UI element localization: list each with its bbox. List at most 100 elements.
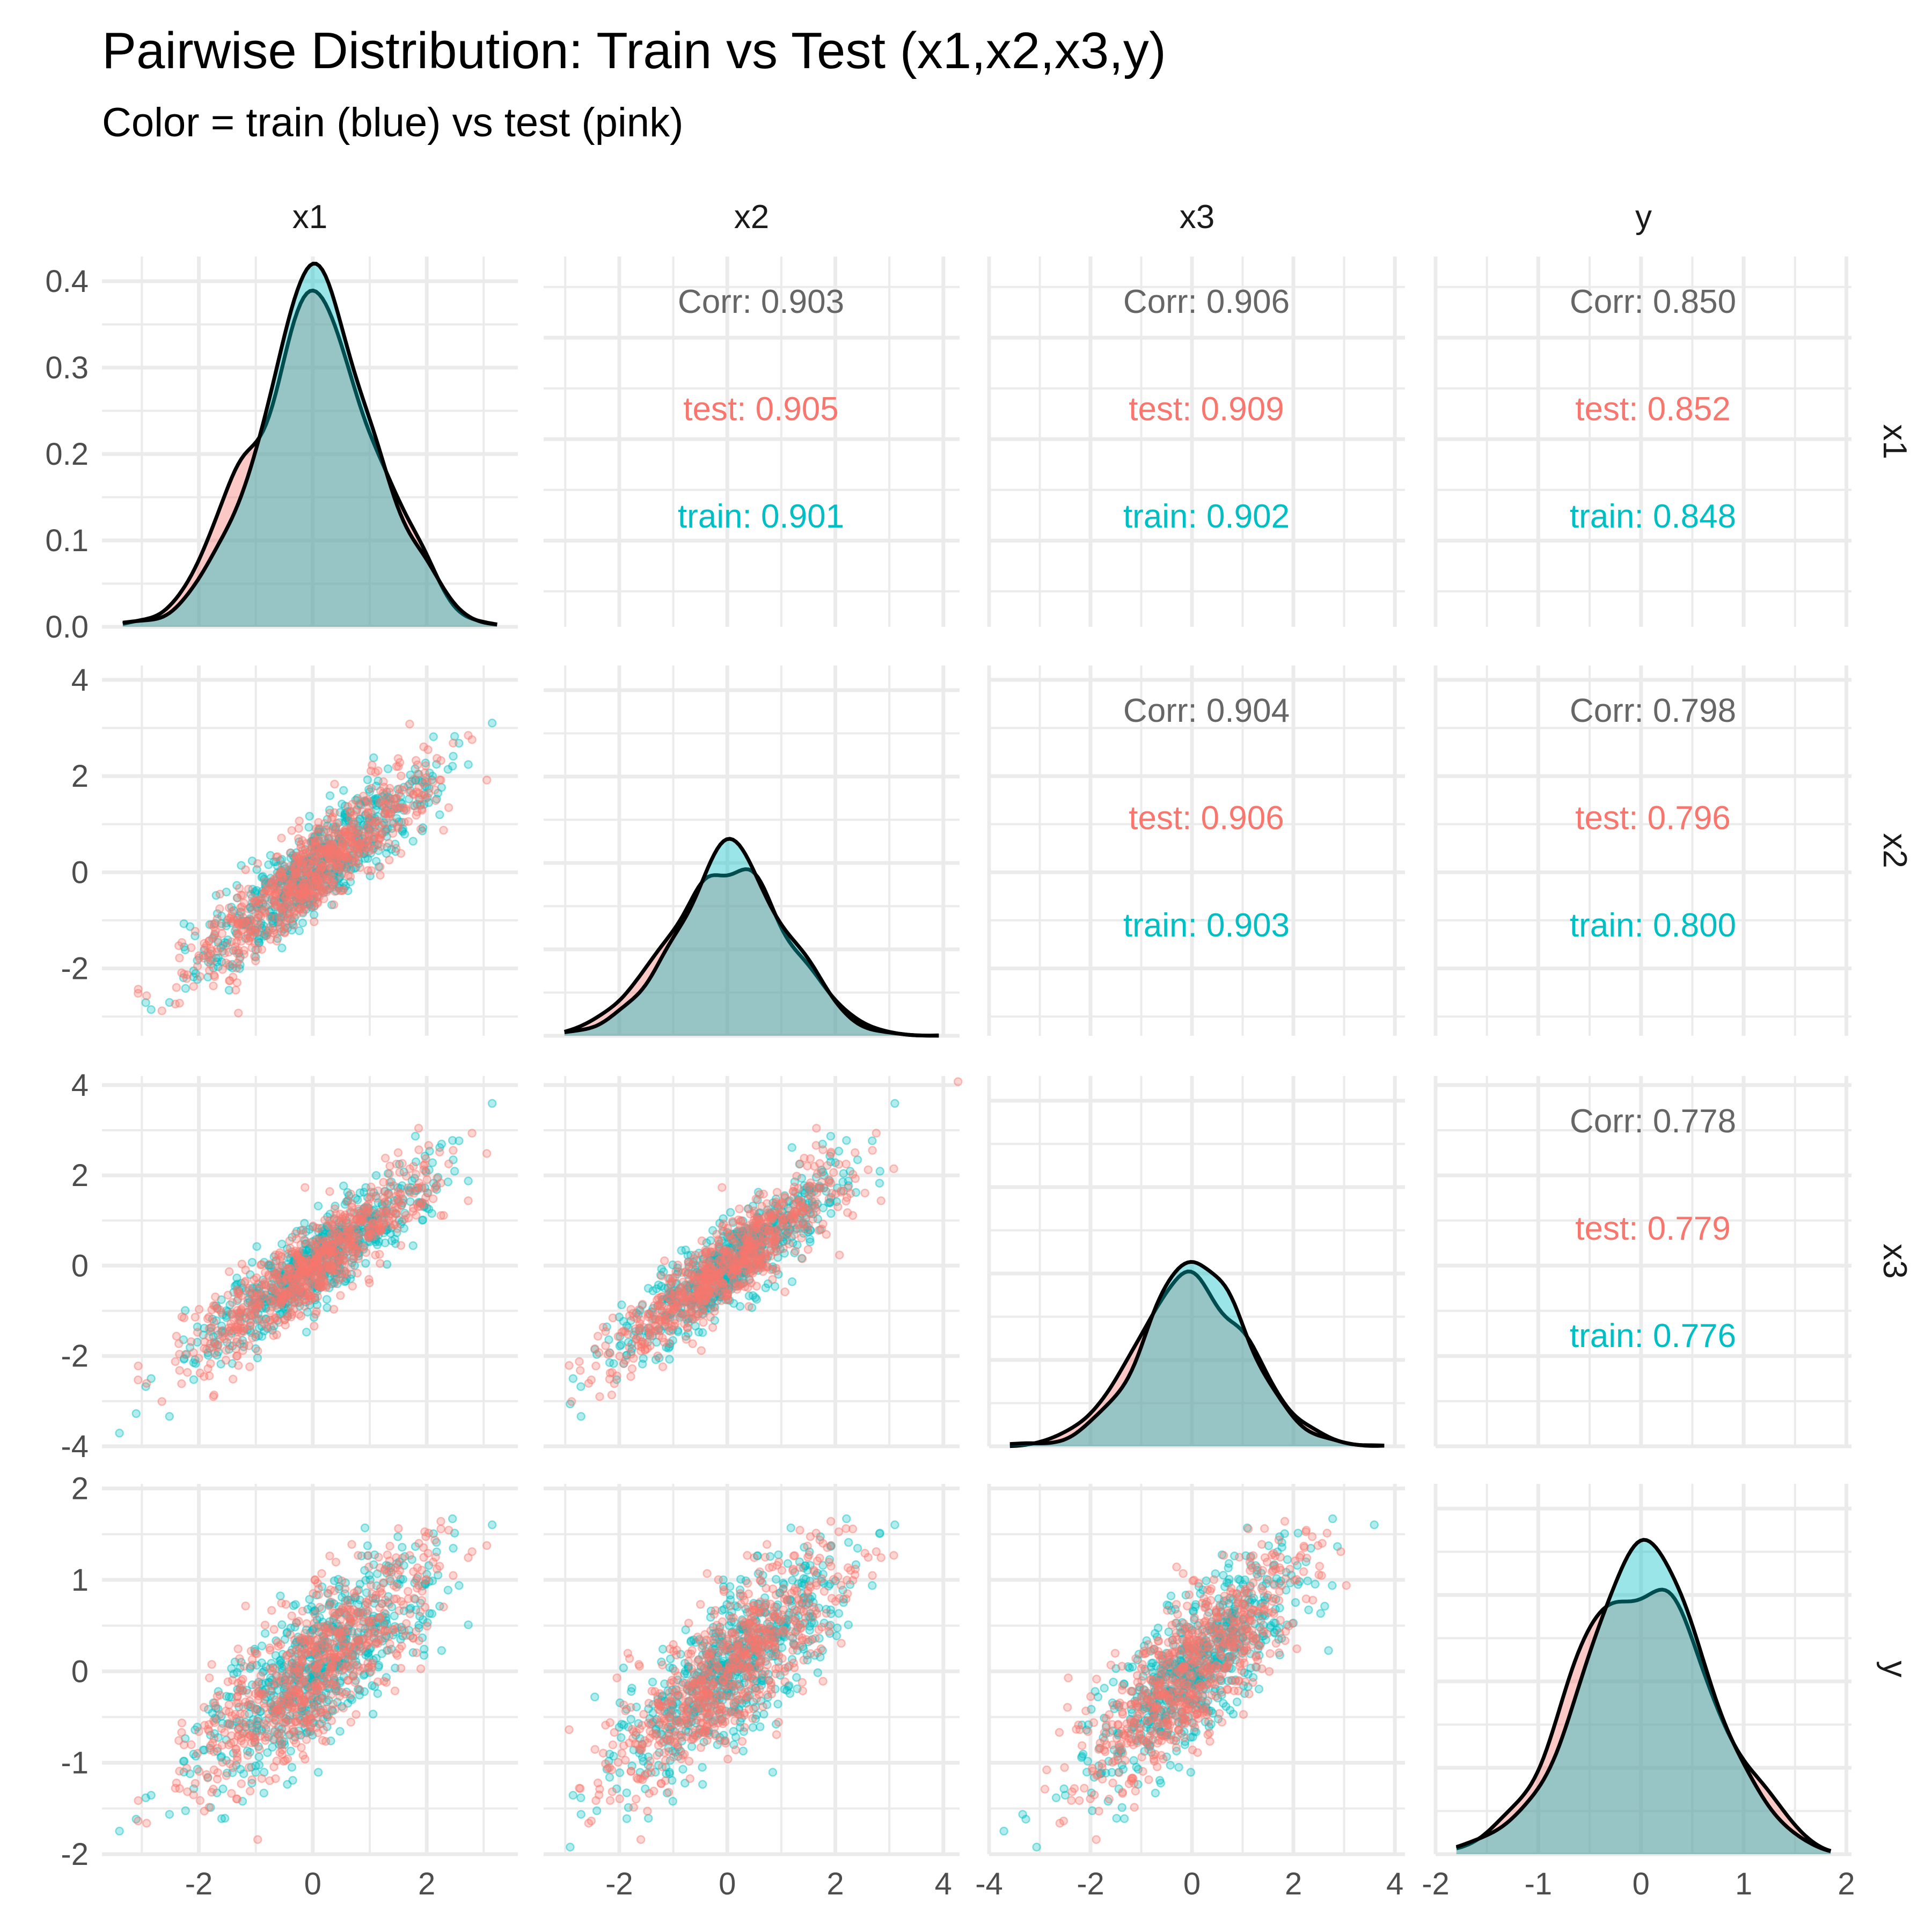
point-test: [191, 927, 200, 936]
point-train: [360, 854, 370, 863]
point-test: [253, 859, 262, 868]
point-test: [449, 738, 458, 748]
point-train: [398, 827, 407, 836]
point-train: [787, 1143, 796, 1152]
point-test: [467, 1129, 477, 1138]
point-test: [245, 1362, 254, 1372]
point-train: [300, 852, 309, 861]
point-train: [352, 863, 361, 872]
point-test: [209, 981, 218, 991]
point-train: [261, 879, 270, 888]
point-train: [306, 897, 315, 907]
point-train: [389, 819, 398, 828]
point-train: [306, 853, 315, 862]
point-train: [254, 938, 264, 947]
point-train: [285, 884, 295, 893]
panel-y-x1: [102, 1484, 518, 1856]
point-test: [172, 1331, 181, 1341]
point-train: [310, 901, 319, 911]
point-test: [774, 1234, 783, 1243]
point-train: [397, 826, 407, 835]
point-test: [343, 1227, 353, 1236]
point-train: [369, 796, 378, 806]
point-train: [266, 851, 275, 860]
point-train: [311, 873, 320, 882]
point-test: [189, 1348, 198, 1357]
point-test: [346, 872, 355, 881]
point-test: [436, 775, 445, 785]
point-train: [344, 852, 353, 862]
point-test: [287, 826, 296, 835]
point-test: [376, 862, 385, 872]
point-train: [323, 885, 332, 895]
point-train: [455, 738, 464, 748]
point-train: [382, 806, 391, 815]
point-train: [309, 837, 318, 847]
point-test: [257, 945, 267, 954]
point-test: [297, 861, 306, 871]
point-test: [397, 771, 406, 780]
point-test: [246, 915, 255, 924]
point-test: [326, 1243, 335, 1252]
point-train: [419, 1651, 429, 1660]
point-test: [228, 917, 237, 926]
point-train: [309, 910, 319, 919]
point-train: [316, 869, 326, 879]
point-test: [320, 846, 330, 855]
panel-x3-x1: [102, 1076, 518, 1448]
point-train: [342, 864, 352, 873]
point-test: [780, 1287, 789, 1297]
point-test: [738, 1269, 748, 1279]
point-test: [331, 1210, 341, 1219]
point-train: [300, 855, 310, 864]
point-train: [245, 903, 255, 912]
point-test: [411, 756, 421, 765]
point-train: [312, 881, 322, 891]
point-train: [382, 849, 391, 858]
point-test: [296, 1311, 306, 1321]
point-train: [295, 877, 304, 887]
point-train: [318, 844, 328, 854]
point-train: [335, 1726, 345, 1736]
point-train: [294, 884, 303, 894]
point-test: [638, 1299, 647, 1309]
point-train: [330, 877, 339, 887]
point-train: [296, 881, 305, 890]
point-test: [413, 769, 423, 779]
point-test: [277, 833, 286, 843]
point-train: [323, 815, 332, 824]
point-train: [443, 1585, 453, 1595]
point-train: [363, 854, 372, 863]
point-train: [311, 841, 320, 851]
point-train: [293, 891, 302, 900]
point-test: [209, 1391, 219, 1400]
point-test: [233, 893, 242, 903]
point-train: [423, 793, 432, 802]
point-train: [387, 845, 396, 854]
point-train: [373, 812, 382, 821]
point-train: [310, 846, 319, 855]
point-train: [411, 775, 421, 785]
point-train: [313, 838, 322, 847]
point-train: [432, 759, 441, 769]
point-train: [283, 876, 292, 886]
point-test: [338, 886, 347, 895]
point-train: [407, 777, 416, 786]
point-train: [185, 922, 195, 931]
point-train: [313, 892, 322, 902]
point-test: [818, 1145, 828, 1154]
point-train: [277, 1239, 287, 1249]
point-train: [354, 848, 364, 857]
point-train: [313, 831, 322, 841]
point-test: [444, 803, 453, 813]
point-test: [421, 761, 430, 771]
point-train: [411, 1131, 420, 1141]
point-test: [233, 1361, 243, 1370]
point-test: [334, 831, 343, 840]
point-train: [365, 871, 375, 881]
point-test: [272, 936, 281, 946]
point-train: [313, 827, 323, 837]
point-train: [617, 1300, 626, 1309]
point-train: [295, 887, 304, 897]
point-train: [290, 878, 299, 887]
